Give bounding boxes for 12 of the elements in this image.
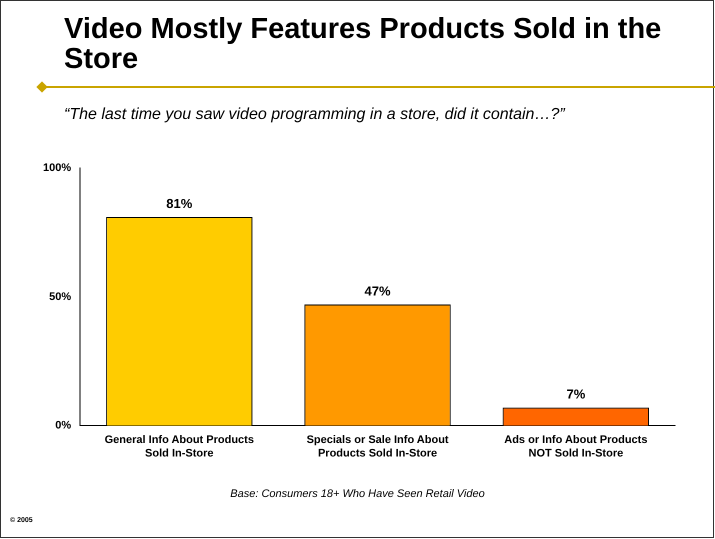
data-label: 7% <box>566 386 586 402</box>
data-label: 47% <box>364 284 392 299</box>
chart-subtitle: “The last time you saw video programming in a store, did it contain…?” <box>64 106 565 124</box>
x-tick-label: Ads or Info About Products NOT Sold In-Store <box>504 434 648 460</box>
chart-title: Video Mostly Features Products Sold in the Store <box>64 13 662 75</box>
data-label: 81% <box>166 196 193 212</box>
x-tick-label: General Info About Products Sold In-Store <box>104 434 254 460</box>
text: Base: Consumers 18+ Who Have Seen Retail Video <box>229 488 486 500</box>
y-tick-label: 100% <box>42 162 72 174</box>
x-tick-label: Specials or Sale Info About Products Sold In-Store <box>306 434 449 460</box>
y-tick-label: 50% <box>49 290 72 303</box>
y-tick-label: 0% <box>55 420 72 432</box>
